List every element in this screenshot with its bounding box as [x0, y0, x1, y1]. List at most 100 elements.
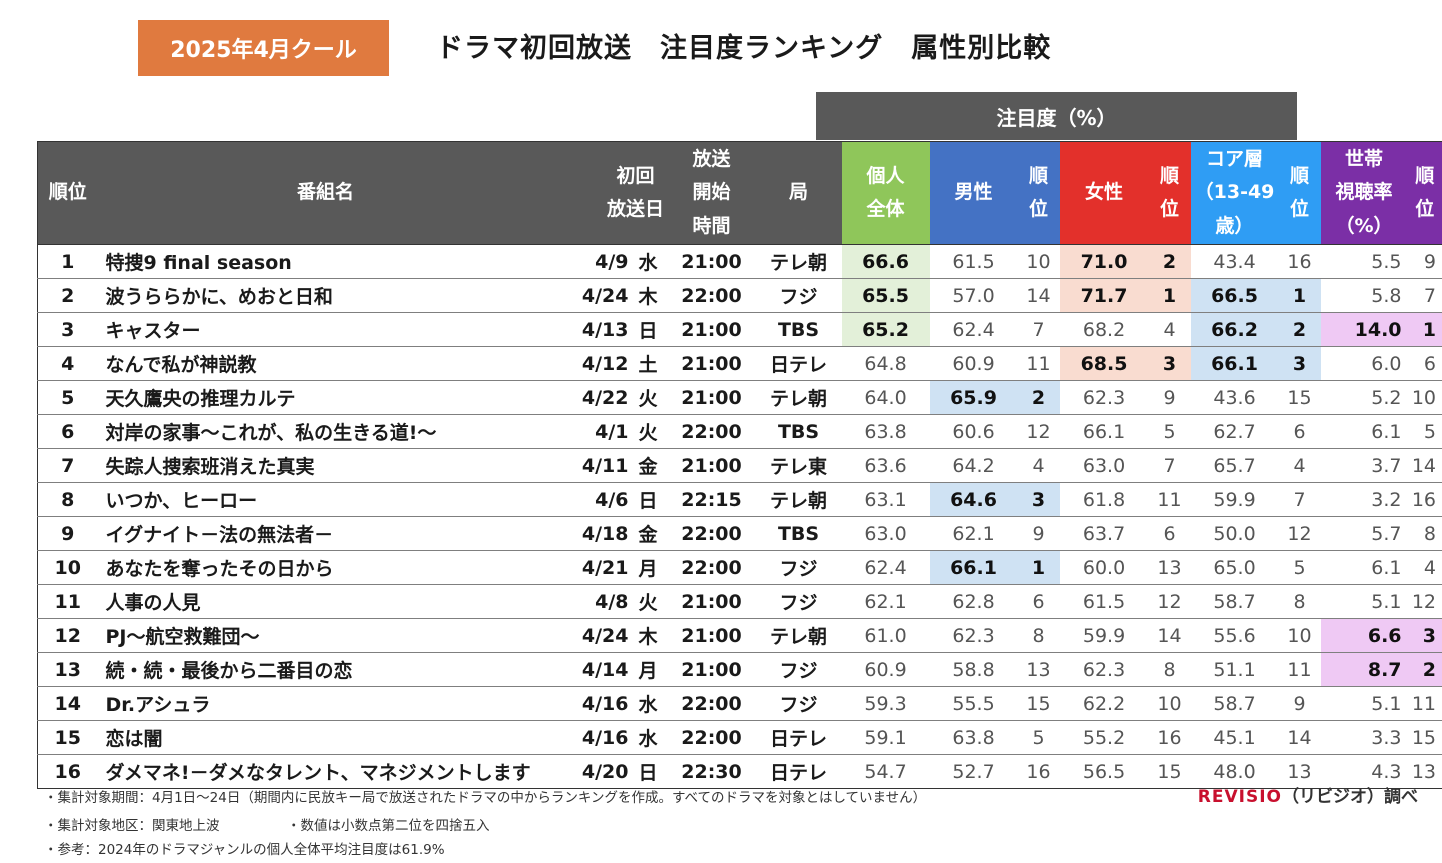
table-row: 8 いつか、ヒーロー 4/6 日 22:15 テレ朝 63.1 64.6 3 61.8 11 59.9…: [37, 482, 1442, 517]
start-time-cell: 21:00: [667, 652, 756, 687]
household-rank-cell: 8: [1407, 516, 1442, 551]
weekday-cell: 金: [632, 448, 668, 483]
male-score-cell: 62.4: [929, 312, 1018, 347]
first-date-cell: 4/16: [553, 686, 633, 721]
female-score-cell: 60.0: [1059, 550, 1149, 585]
female-rank-cell: 1: [1148, 278, 1191, 313]
rank-cell: 13: [37, 652, 98, 687]
core-rank-cell: 12: [1278, 516, 1321, 551]
personal-score-cell: 62.4: [841, 550, 930, 585]
start-time-cell: 22:00: [667, 686, 756, 721]
station-cell: TBS: [755, 414, 842, 449]
start-time-cell: 21:00: [667, 618, 756, 653]
household-rank-cell: 4: [1407, 550, 1442, 585]
first-date-cell: 4/20: [553, 754, 633, 789]
core-score-cell: 51.1: [1190, 652, 1279, 687]
col-female-rank: 順 位: [1148, 141, 1191, 245]
household-rating-cell: 6.6: [1320, 618, 1408, 653]
col-rank: 順位: [37, 141, 98, 245]
core-rank-cell: 3: [1278, 346, 1321, 381]
col-core-rank: 順 位: [1278, 141, 1321, 245]
male-rank-cell: 13: [1017, 652, 1060, 687]
weekday-cell: 木: [632, 278, 668, 313]
table-row: 9 イグナイト－法の無法者－ 4/18 金 22:00 TBS 63.0 62.1 9 63.7 6…: [37, 516, 1442, 551]
core-score-cell: 66.5: [1190, 278, 1279, 313]
table-row: 5 天久鷹央の推理カルテ 4/22 火 21:00 テレ朝 64.0 65.9 2 62.3 9 43…: [37, 380, 1442, 415]
col-female: 女性: [1059, 141, 1149, 245]
household-rating-cell: 5.1: [1320, 686, 1408, 721]
rank-cell: 11: [37, 584, 98, 619]
personal-score-cell: 64.0: [841, 380, 930, 415]
household-rank-cell: 3: [1407, 618, 1442, 653]
male-rank-cell: 6: [1017, 584, 1060, 619]
male-rank-cell: 7: [1017, 312, 1060, 347]
start-time-cell: 22:00: [667, 550, 756, 585]
male-rank-cell: 5: [1017, 720, 1060, 755]
program-name-cell: 波うららかに、めおと日和: [97, 278, 554, 313]
household-rating-cell: 4.3: [1320, 754, 1408, 789]
weekday-cell: 火: [632, 584, 668, 619]
core-rank-cell: 4: [1278, 448, 1321, 483]
core-score-cell: 66.1: [1190, 346, 1279, 381]
station-cell: フジ: [755, 686, 842, 721]
core-score-cell: 66.2: [1190, 312, 1279, 347]
household-rating-cell: 6.1: [1320, 414, 1408, 449]
household-rating-cell: 5.8: [1320, 278, 1408, 313]
female-score-cell: 63.0: [1059, 448, 1149, 483]
first-date-cell: 4/11: [553, 448, 633, 483]
program-name-cell: 人事の人見: [97, 584, 554, 619]
rank-cell: 5: [37, 380, 98, 415]
core-score-cell: 43.4: [1190, 244, 1279, 279]
start-time-cell: 21:00: [667, 244, 756, 279]
female-score-cell: 59.9: [1059, 618, 1149, 653]
table-row: 3 キャスター 4/13 日 21:00 TBS 65.2 62.4 7 68.2 4 66.2 2 14…: [37, 312, 1442, 347]
household-rank-cell: 5: [1407, 414, 1442, 449]
female-score-cell: 61.5: [1059, 584, 1149, 619]
household-rating-cell: 3.2: [1320, 482, 1408, 517]
weekday-cell: 月: [632, 550, 668, 585]
station-cell: 日テレ: [755, 754, 842, 789]
program-name-cell: なんで私が神説教: [97, 346, 554, 381]
first-date-cell: 4/24: [553, 618, 633, 653]
rank-cell: 1: [37, 244, 98, 279]
program-name-cell: 恋は闇: [97, 720, 554, 755]
male-rank-cell: 16: [1017, 754, 1060, 789]
source-credit: REVISIO（リビジオ）調べ: [1198, 782, 1418, 807]
female-rank-cell: 14: [1148, 618, 1191, 653]
male-score-cell: 63.8: [929, 720, 1018, 755]
rank-cell: 15: [37, 720, 98, 755]
core-score-cell: 59.9: [1190, 482, 1279, 517]
personal-score-cell: 63.8: [841, 414, 930, 449]
table-row: 12 PJ～航空救難団～ 4/24 木 21:00 テレ朝 61.0 62.3 8 59.9 14 5…: [37, 618, 1442, 653]
personal-score-cell: 63.1: [841, 482, 930, 517]
male-rank-cell: 1: [1017, 550, 1060, 585]
male-score-cell: 60.9: [929, 346, 1018, 381]
start-time-cell: 22:00: [667, 278, 756, 313]
station-cell: 日テレ: [755, 346, 842, 381]
male-rank-cell: 10: [1017, 244, 1060, 279]
core-score-cell: 45.1: [1190, 720, 1279, 755]
household-rating-cell: 3.3: [1320, 720, 1408, 755]
table-row: 11 人事の人見 4/8 火 21:00 フジ 62.1 62.8 6 61.5 12 58.7 8 5.…: [37, 584, 1442, 619]
female-score-cell: 61.8: [1059, 482, 1149, 517]
program-name-cell: いつか、ヒーロー: [97, 482, 554, 517]
program-name-cell: 特捜9 final season: [97, 244, 554, 279]
program-name-cell: 続・続・最後から二番目の恋: [97, 652, 554, 687]
core-score-cell: 58.7: [1190, 686, 1279, 721]
personal-score-cell: 59.3: [841, 686, 930, 721]
household-rating-cell: 6.1: [1320, 550, 1408, 585]
weekday-cell: 日: [632, 482, 668, 517]
core-rank-cell: 7: [1278, 482, 1321, 517]
male-score-cell: 62.1: [929, 516, 1018, 551]
male-score-cell: 58.8: [929, 652, 1018, 687]
start-time-cell: 22:15: [667, 482, 756, 517]
core-rank-cell: 2: [1278, 312, 1321, 347]
female-score-cell: 68.5: [1059, 346, 1149, 381]
table-row: 13 続・続・最後から二番目の恋 4/14 月 21:00 フジ 60.9 58.8 13 62.…: [37, 652, 1442, 687]
revisio-logo: REVISIO: [1197, 787, 1282, 807]
female-rank-cell: 8: [1148, 652, 1191, 687]
personal-score-cell: 54.7: [841, 754, 930, 789]
male-score-cell: 62.3: [929, 618, 1018, 653]
first-date-cell: 4/18: [553, 516, 633, 551]
male-rank-cell: 14: [1017, 278, 1060, 313]
